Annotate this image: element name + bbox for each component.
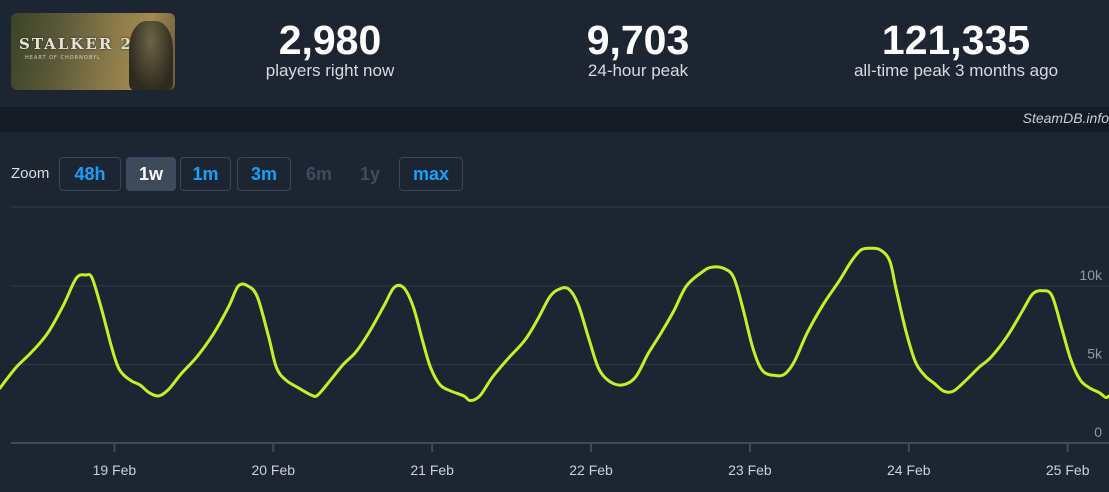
x-tick-label: 22 Feb [569, 462, 613, 478]
stalker-figure-art [129, 21, 173, 90]
y-tick-label: 5k [1087, 346, 1103, 362]
current-players-value: 2,980 [278, 17, 382, 63]
chart-top-band [0, 107, 1109, 132]
current-players-label: players right now [265, 61, 395, 80]
steamdb-watermark: SteamDB.info [1022, 110, 1109, 126]
zoom-max-button[interactable]: max [399, 157, 463, 191]
zoom-3m-button[interactable]: 3m [237, 157, 291, 191]
x-tick-label: 21 Feb [410, 462, 454, 478]
summary-header [0, 0, 1109, 107]
current-players-stat: 2,980 players right now [230, 18, 430, 81]
all-time-peak-stat: 121,335 all-time peak 3 months ago [798, 18, 1109, 81]
game-logo: STALKER 2 [19, 35, 133, 53]
zoom-label: Zoom [11, 165, 50, 182]
zoom-48h-button[interactable]: 48h [59, 157, 121, 191]
zoom-1w-button[interactable]: 1w [126, 157, 176, 191]
all-time-peak-label: all-time peak 3 months ago [853, 61, 1059, 80]
x-tick-label: 25 Feb [1046, 462, 1090, 478]
x-tick-label: 24 Feb [887, 462, 931, 478]
y-tick-label: 10k [1079, 267, 1103, 283]
all-time-peak-value: 121,335 [881, 17, 1031, 63]
game-capsule-image[interactable]: STALKER 2 HEART OF CHORNOBYL [11, 13, 175, 90]
player-count-chart[interactable]: 19 Feb 20 Feb 21 Feb 22 Feb 23 Feb 24 Feb 25 F… [0, 195, 1109, 492]
x-tick-label: 19 Feb [93, 462, 137, 478]
player-count-line [0, 246, 1109, 403]
day-peak-value: 9,703 [586, 17, 690, 63]
day-peak-stat: 9,703 24-hour peak [538, 18, 738, 81]
y-tick-label: 0 [1094, 424, 1102, 440]
zoom-1m-button[interactable]: 1m [180, 157, 231, 191]
day-peak-label: 24-hour peak [587, 61, 689, 80]
zoom-6m-button: 6m [305, 163, 332, 184]
game-logo-subtitle: HEART OF CHORNOBYL [25, 55, 101, 61]
x-tick-label: 23 Feb [728, 462, 772, 478]
x-tick-label: 20 Feb [251, 462, 295, 478]
zoom-1y-button: 1y [359, 163, 381, 184]
